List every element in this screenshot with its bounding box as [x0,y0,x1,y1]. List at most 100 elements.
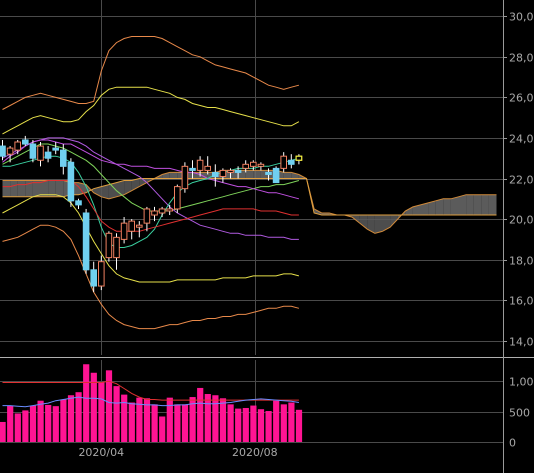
candle-body [52,147,60,151]
candle-body [174,186,181,210]
latest-candle-highlight [295,155,303,161]
volume-bar [242,407,249,442]
candle-body [288,159,295,165]
volume-bar [98,382,105,442]
volume-bar [60,399,67,442]
price-tick-label: 26,00 [509,92,534,105]
cloud-segment [412,204,421,216]
price-tick-label: 22,00 [509,174,534,187]
candle-body [98,261,105,287]
cloud-segment [245,170,254,179]
candle-body [158,208,166,214]
cloud-segment [162,172,170,179]
candle-body [212,171,219,177]
volume-bar [14,413,21,442]
candle-body [272,167,280,184]
candle-body [136,224,143,228]
volume-bar [83,364,90,442]
volume-bar [29,405,37,442]
volume-bars [0,364,303,442]
ichimoku-cloud [2,169,497,234]
volume-bar [113,386,120,442]
bollinger-upper-1sigma [2,86,300,135]
cloud-segment [428,200,436,216]
volume-bar [52,406,59,442]
candle-body [90,269,98,287]
date-tick-label: 2020/04 [78,446,124,459]
volume-bar [219,398,227,442]
candle-body [151,210,158,216]
cloud-segment [101,184,109,199]
volume-tick-label: 500 [509,407,530,420]
volume-bar [295,409,303,442]
volume-bar [197,387,204,442]
lagging-span [2,139,300,200]
candle-body [227,169,234,173]
date-axis: 2020/04 2020/08 [78,446,277,459]
volume-bar [204,394,211,442]
candle-body [29,143,37,159]
cloud-segment [253,170,261,179]
volume-bar [143,398,151,442]
cloud-segment [2,180,11,197]
bollinger-middle-band [2,143,300,212]
base-line [2,180,299,232]
volume-bar [22,410,29,442]
candle-body [14,141,21,151]
volume-bar [227,404,234,442]
candle-body [0,145,6,157]
cloud-segment [93,186,102,197]
volume-bar [7,405,14,442]
conversion-line [2,155,300,248]
cloud-segment [443,198,451,216]
candle-body [82,212,90,271]
candle-body [265,171,272,175]
volume-bar [174,404,181,442]
volume-bar [67,395,75,442]
cloud-segment [458,194,467,216]
candle-body [166,208,173,212]
candle-body [67,161,75,202]
cloud-segment [10,180,18,197]
candle-body [143,208,151,224]
cloud-segment [55,180,64,197]
volume-bar [280,404,287,442]
cloud-segment [283,172,292,179]
cloud-segment [48,180,56,197]
price-tick-label: 16,00 [509,295,534,308]
volume-average-line-short [2,396,299,408]
volume-bar [136,397,143,442]
cloud-segment [488,194,497,216]
indicator-lines [2,36,300,330]
volume-bar [189,397,196,442]
bollinger-lower-1sigma [2,194,300,283]
cloud-segment [473,194,482,216]
candle-body [242,163,249,169]
candle-body [60,149,67,167]
cloud-segment [169,172,178,179]
cloud-segment [420,202,429,216]
volume-bar [166,397,173,442]
leading-span-b-line [2,178,497,216]
volume-bar [288,402,295,442]
volume-bar [159,416,166,442]
cloud-segment [108,182,117,199]
candle-body [128,220,135,232]
volume-bar [250,405,257,442]
candle-body [219,169,227,177]
cloud-segment [405,206,413,216]
candle-body [181,165,189,190]
price-tick-label: 24,00 [509,133,534,146]
candle-body [105,232,113,259]
volume-bar [128,402,135,442]
candle-body [75,200,82,206]
candle-body [257,163,265,167]
candle-body [189,167,196,171]
candle-body [250,161,257,167]
volume-bar [212,395,219,442]
bollinger-lower-2sigma [2,224,300,330]
volume-lines [2,380,299,408]
cloud-segment [78,182,87,195]
candle-body [234,169,242,173]
